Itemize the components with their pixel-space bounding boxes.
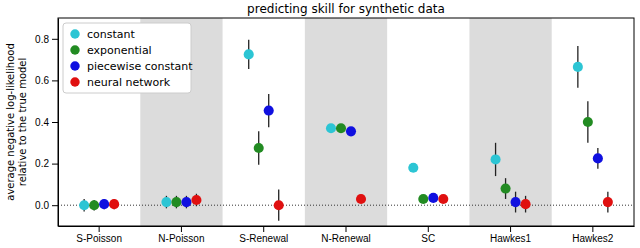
y-tick: 0.8: [35, 34, 58, 45]
point: [99, 199, 109, 209]
y-tick: 0.4: [35, 117, 58, 128]
y-label-line: relative to the true model: [17, 58, 28, 187]
marks: [79, 40, 613, 221]
point: [191, 195, 201, 205]
legend-marker: [70, 77, 79, 86]
x-tick-mark: [428, 226, 429, 232]
point: [521, 199, 531, 209]
point: [438, 194, 448, 204]
x-axis: S-Poisson N-Poisson S-Renewal N-Renewal SC Ha…: [59, 226, 635, 244]
point: [326, 123, 336, 133]
x-tick: N-Poisson: [158, 226, 204, 244]
x-tick-label: SC: [421, 233, 435, 244]
title: predicting skill for synthetic data: [247, 2, 445, 16]
point: [336, 123, 346, 133]
point: [171, 197, 181, 207]
legend-label: exponential: [87, 44, 152, 57]
point: [593, 153, 603, 163]
y-tick-label: 0.2: [35, 158, 49, 169]
y-tick-mark: [52, 122, 58, 123]
point: [181, 197, 191, 207]
x-tick-mark: [263, 226, 264, 232]
point: [89, 200, 99, 210]
band: [305, 18, 387, 226]
y-tick-mark: [52, 39, 58, 40]
y-tick-label: 0.4: [35, 117, 49, 128]
plot: 0.0 0.2 0.4 0.6 0.8 S-Poisson N-Poisson S-Renew…: [35, 18, 634, 244]
x-tick-label: Hawkes2: [572, 233, 614, 244]
y-tick-mark: [52, 205, 58, 206]
point: [264, 106, 274, 116]
point: [418, 194, 428, 204]
point: [408, 163, 418, 173]
x-tick: Hawkes1: [490, 226, 532, 244]
point: [603, 197, 613, 207]
point: [79, 200, 89, 210]
x-tick-mark: [592, 226, 593, 232]
y-tick-label: 0.0: [35, 200, 49, 211]
plot-frame: [58, 18, 634, 226]
y-tick: 0.2: [35, 158, 58, 169]
y-tick-label: 0.6: [35, 75, 49, 86]
point: [491, 154, 501, 164]
y-axis: 0.0 0.2 0.4 0.6 0.8: [35, 19, 58, 227]
x-tick: S-Renewal: [239, 226, 288, 244]
legend-marker: [70, 45, 79, 54]
legend-marker: [70, 29, 79, 38]
legend-item: neural network: [70, 76, 171, 89]
y-label: average negative log-likelihoodrelative …: [5, 43, 28, 201]
x-tick-label: N-Renewal: [321, 233, 370, 244]
x-tick: Hawkes2: [572, 226, 614, 244]
series: [99, 94, 603, 213]
point: [346, 126, 356, 136]
legend-item: constant: [70, 28, 135, 41]
legend-item: piecewise constant: [70, 60, 193, 73]
legend-marker: [70, 61, 79, 70]
point: [274, 200, 284, 210]
point: [161, 197, 171, 207]
point: [428, 193, 438, 203]
point: [109, 199, 119, 209]
point: [356, 194, 366, 204]
x-tick-label: Hawkes1: [490, 233, 532, 244]
series: [109, 190, 613, 221]
legend-box: [63, 23, 191, 93]
bands: [140, 18, 551, 226]
x-tick-mark: [346, 226, 347, 232]
legend-label: neural network: [87, 76, 171, 89]
series: [89, 101, 593, 210]
x-tick: SC: [421, 226, 435, 244]
legend-label: piecewise constant: [87, 60, 193, 73]
y-tick: 0.0: [35, 200, 58, 211]
point: [573, 62, 583, 72]
y-tick: 0.6: [35, 75, 58, 86]
y-label-line: average negative log-likelihood: [5, 43, 16, 201]
legend-item: exponential: [70, 44, 151, 57]
y-tick-label: 0.8: [35, 34, 49, 45]
x-tick-label: S-Renewal: [239, 233, 288, 244]
point: [583, 117, 593, 127]
x-tick-mark: [99, 226, 100, 232]
point: [501, 184, 511, 194]
reference-line: [58, 205, 634, 206]
x-tick-mark: [510, 226, 511, 232]
x-tick-label: S-Poisson: [76, 233, 122, 244]
legend: constant exponential piecewise constant neu…: [63, 23, 193, 93]
point: [244, 49, 254, 59]
chart: 0.0 0.2 0.4 0.6 0.8 S-Poisson N-Poisson S-Renew…: [0, 0, 640, 248]
y-tick-mark: [52, 164, 58, 165]
series: [79, 40, 583, 212]
point: [511, 197, 521, 207]
x-tick-mark: [181, 226, 182, 232]
x-tick: N-Renewal: [321, 226, 370, 244]
y-tick-mark: [52, 80, 58, 81]
x-tick-label: N-Poisson: [158, 233, 204, 244]
x-tick: S-Poisson: [76, 226, 122, 244]
point: [254, 143, 264, 153]
legend-label: constant: [87, 28, 136, 41]
band: [469, 18, 551, 226]
